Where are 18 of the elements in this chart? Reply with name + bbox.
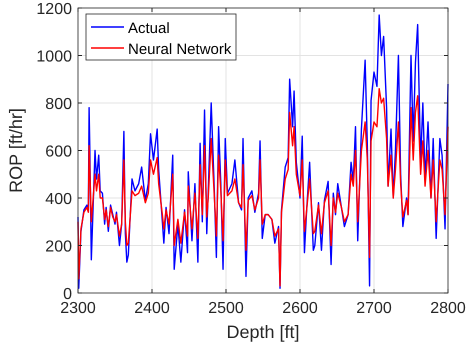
x-tick-label: 2500: [208, 300, 244, 317]
y-tick-label: 400: [45, 191, 72, 208]
legend-label: Neural Network: [128, 41, 232, 58]
line-series: [77, 88, 449, 287]
y-tick-label: 1200: [36, 1, 72, 18]
y-tick-label: 0: [63, 286, 72, 303]
x-tick-label: 2800: [430, 300, 466, 317]
y-tick-label: 800: [45, 96, 72, 113]
y-axis-title: ROP [ft/hr]: [6, 108, 26, 193]
x-axis-title: Depth [ft]: [226, 322, 300, 342]
x-tick-label: 2700: [356, 300, 392, 317]
x-tick-label: 2600: [282, 300, 318, 317]
y-tick-label: 200: [45, 238, 72, 256]
legend-label: Actual: [128, 20, 170, 37]
x-tick-label: 2300: [60, 300, 96, 317]
y-tick-label: 600: [45, 144, 72, 160]
y-tick-label: 1000: [36, 48, 72, 66]
x-tick-label: 2400: [134, 300, 170, 317]
